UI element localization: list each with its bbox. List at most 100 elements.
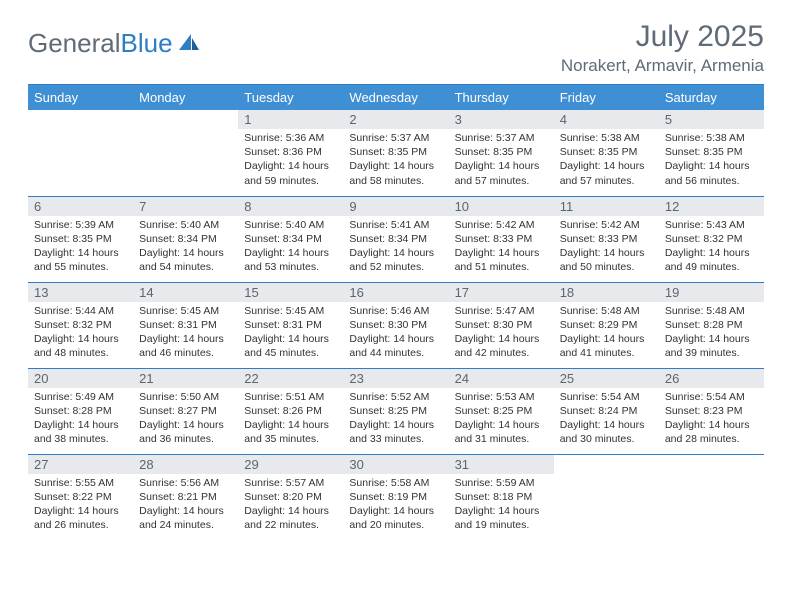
day-number: 31 <box>449 455 554 474</box>
day-details: Sunrise: 5:38 AMSunset: 8:35 PMDaylight:… <box>554 129 659 192</box>
col-thursday: Thursday <box>449 85 554 110</box>
day-number: 26 <box>659 369 764 388</box>
day-details: Sunrise: 5:59 AMSunset: 8:18 PMDaylight:… <box>449 474 554 537</box>
calendar-cell: 1Sunrise: 5:36 AMSunset: 8:36 PMDaylight… <box>238 110 343 196</box>
calendar-cell: 8Sunrise: 5:40 AMSunset: 8:34 PMDaylight… <box>238 196 343 282</box>
calendar-cell <box>28 110 133 196</box>
day-details: Sunrise: 5:54 AMSunset: 8:23 PMDaylight:… <box>659 388 764 451</box>
day-details: Sunrise: 5:51 AMSunset: 8:26 PMDaylight:… <box>238 388 343 451</box>
calendar-table: Sunday Monday Tuesday Wednesday Thursday… <box>28 85 764 540</box>
day-details: Sunrise: 5:41 AMSunset: 8:34 PMDaylight:… <box>343 216 448 279</box>
day-number: 22 <box>238 369 343 388</box>
day-details: Sunrise: 5:58 AMSunset: 8:19 PMDaylight:… <box>343 474 448 537</box>
calendar-row: 6Sunrise: 5:39 AMSunset: 8:35 PMDaylight… <box>28 196 764 282</box>
day-details: Sunrise: 5:50 AMSunset: 8:27 PMDaylight:… <box>133 388 238 451</box>
calendar-cell: 11Sunrise: 5:42 AMSunset: 8:33 PMDayligh… <box>554 196 659 282</box>
col-wednesday: Wednesday <box>343 85 448 110</box>
day-details: Sunrise: 5:55 AMSunset: 8:22 PMDaylight:… <box>28 474 133 537</box>
calendar-row: 20Sunrise: 5:49 AMSunset: 8:28 PMDayligh… <box>28 368 764 454</box>
calendar-cell: 24Sunrise: 5:53 AMSunset: 8:25 PMDayligh… <box>449 368 554 454</box>
day-number: 17 <box>449 283 554 302</box>
calendar-row: 1Sunrise: 5:36 AMSunset: 8:36 PMDaylight… <box>28 110 764 196</box>
day-details: Sunrise: 5:37 AMSunset: 8:35 PMDaylight:… <box>343 129 448 192</box>
day-details: Sunrise: 5:52 AMSunset: 8:25 PMDaylight:… <box>343 388 448 451</box>
day-details: Sunrise: 5:45 AMSunset: 8:31 PMDaylight:… <box>238 302 343 365</box>
calendar-cell: 26Sunrise: 5:54 AMSunset: 8:23 PMDayligh… <box>659 368 764 454</box>
day-number: 1 <box>238 110 343 129</box>
day-number: 23 <box>343 369 448 388</box>
calendar-cell: 28Sunrise: 5:56 AMSunset: 8:21 PMDayligh… <box>133 454 238 540</box>
day-details: Sunrise: 5:38 AMSunset: 8:35 PMDaylight:… <box>659 129 764 192</box>
day-details: Sunrise: 5:36 AMSunset: 8:36 PMDaylight:… <box>238 129 343 192</box>
calendar-cell: 10Sunrise: 5:42 AMSunset: 8:33 PMDayligh… <box>449 196 554 282</box>
logo: GeneralBlue <box>28 20 201 59</box>
calendar-cell: 19Sunrise: 5:48 AMSunset: 8:28 PMDayligh… <box>659 282 764 368</box>
day-number: 25 <box>554 369 659 388</box>
col-friday: Friday <box>554 85 659 110</box>
day-details: Sunrise: 5:53 AMSunset: 8:25 PMDaylight:… <box>449 388 554 451</box>
day-number: 3 <box>449 110 554 129</box>
day-number: 18 <box>554 283 659 302</box>
day-number: 12 <box>659 197 764 216</box>
day-number: 24 <box>449 369 554 388</box>
day-number: 11 <box>554 197 659 216</box>
calendar-cell: 31Sunrise: 5:59 AMSunset: 8:18 PMDayligh… <box>449 454 554 540</box>
day-details: Sunrise: 5:39 AMSunset: 8:35 PMDaylight:… <box>28 216 133 279</box>
calendar-cell: 3Sunrise: 5:37 AMSunset: 8:35 PMDaylight… <box>449 110 554 196</box>
day-number: 9 <box>343 197 448 216</box>
col-tuesday: Tuesday <box>238 85 343 110</box>
title-block: July 2025 Norakert, Armavir, Armenia <box>561 20 764 76</box>
calendar-cell: 5Sunrise: 5:38 AMSunset: 8:35 PMDaylight… <box>659 110 764 196</box>
calendar-cell: 22Sunrise: 5:51 AMSunset: 8:26 PMDayligh… <box>238 368 343 454</box>
day-number: 4 <box>554 110 659 129</box>
day-number: 10 <box>449 197 554 216</box>
day-details: Sunrise: 5:45 AMSunset: 8:31 PMDaylight:… <box>133 302 238 365</box>
calendar-cell <box>659 454 764 540</box>
logo-text-general: General <box>28 28 121 59</box>
calendar-cell: 14Sunrise: 5:45 AMSunset: 8:31 PMDayligh… <box>133 282 238 368</box>
day-details: Sunrise: 5:54 AMSunset: 8:24 PMDaylight:… <box>554 388 659 451</box>
day-number: 30 <box>343 455 448 474</box>
calendar-cell: 30Sunrise: 5:58 AMSunset: 8:19 PMDayligh… <box>343 454 448 540</box>
day-details: Sunrise: 5:49 AMSunset: 8:28 PMDaylight:… <box>28 388 133 451</box>
col-saturday: Saturday <box>659 85 764 110</box>
calendar-cell: 13Sunrise: 5:44 AMSunset: 8:32 PMDayligh… <box>28 282 133 368</box>
calendar-cell: 15Sunrise: 5:45 AMSunset: 8:31 PMDayligh… <box>238 282 343 368</box>
calendar-cell <box>554 454 659 540</box>
calendar-cell: 17Sunrise: 5:47 AMSunset: 8:30 PMDayligh… <box>449 282 554 368</box>
day-details: Sunrise: 5:42 AMSunset: 8:33 PMDaylight:… <box>449 216 554 279</box>
month-title: July 2025 <box>561 20 764 54</box>
calendar-cell: 21Sunrise: 5:50 AMSunset: 8:27 PMDayligh… <box>133 368 238 454</box>
calendar-cell: 20Sunrise: 5:49 AMSunset: 8:28 PMDayligh… <box>28 368 133 454</box>
day-number: 20 <box>28 369 133 388</box>
calendar-row: 27Sunrise: 5:55 AMSunset: 8:22 PMDayligh… <box>28 454 764 540</box>
day-number: 7 <box>133 197 238 216</box>
header: GeneralBlue July 2025 Norakert, Armavir,… <box>28 20 764 76</box>
day-details: Sunrise: 5:46 AMSunset: 8:30 PMDaylight:… <box>343 302 448 365</box>
calendar-cell: 18Sunrise: 5:48 AMSunset: 8:29 PMDayligh… <box>554 282 659 368</box>
day-number: 15 <box>238 283 343 302</box>
day-details: Sunrise: 5:47 AMSunset: 8:30 PMDaylight:… <box>449 302 554 365</box>
calendar-row: 13Sunrise: 5:44 AMSunset: 8:32 PMDayligh… <box>28 282 764 368</box>
calendar-cell: 16Sunrise: 5:46 AMSunset: 8:30 PMDayligh… <box>343 282 448 368</box>
day-number: 13 <box>28 283 133 302</box>
day-details: Sunrise: 5:37 AMSunset: 8:35 PMDaylight:… <box>449 129 554 192</box>
day-details: Sunrise: 5:42 AMSunset: 8:33 PMDaylight:… <box>554 216 659 279</box>
calendar-cell: 29Sunrise: 5:57 AMSunset: 8:20 PMDayligh… <box>238 454 343 540</box>
calendar-cell: 6Sunrise: 5:39 AMSunset: 8:35 PMDaylight… <box>28 196 133 282</box>
day-number: 2 <box>343 110 448 129</box>
day-number: 16 <box>343 283 448 302</box>
calendar-cell: 27Sunrise: 5:55 AMSunset: 8:22 PMDayligh… <box>28 454 133 540</box>
day-number: 28 <box>133 455 238 474</box>
day-number: 14 <box>133 283 238 302</box>
calendar-cell <box>133 110 238 196</box>
sail-icon <box>177 28 201 59</box>
day-number: 19 <box>659 283 764 302</box>
col-monday: Monday <box>133 85 238 110</box>
calendar-cell: 9Sunrise: 5:41 AMSunset: 8:34 PMDaylight… <box>343 196 448 282</box>
day-number: 5 <box>659 110 764 129</box>
day-details: Sunrise: 5:48 AMSunset: 8:28 PMDaylight:… <box>659 302 764 365</box>
day-number: 8 <box>238 197 343 216</box>
day-details: Sunrise: 5:48 AMSunset: 8:29 PMDaylight:… <box>554 302 659 365</box>
location: Norakert, Armavir, Armenia <box>561 56 764 76</box>
